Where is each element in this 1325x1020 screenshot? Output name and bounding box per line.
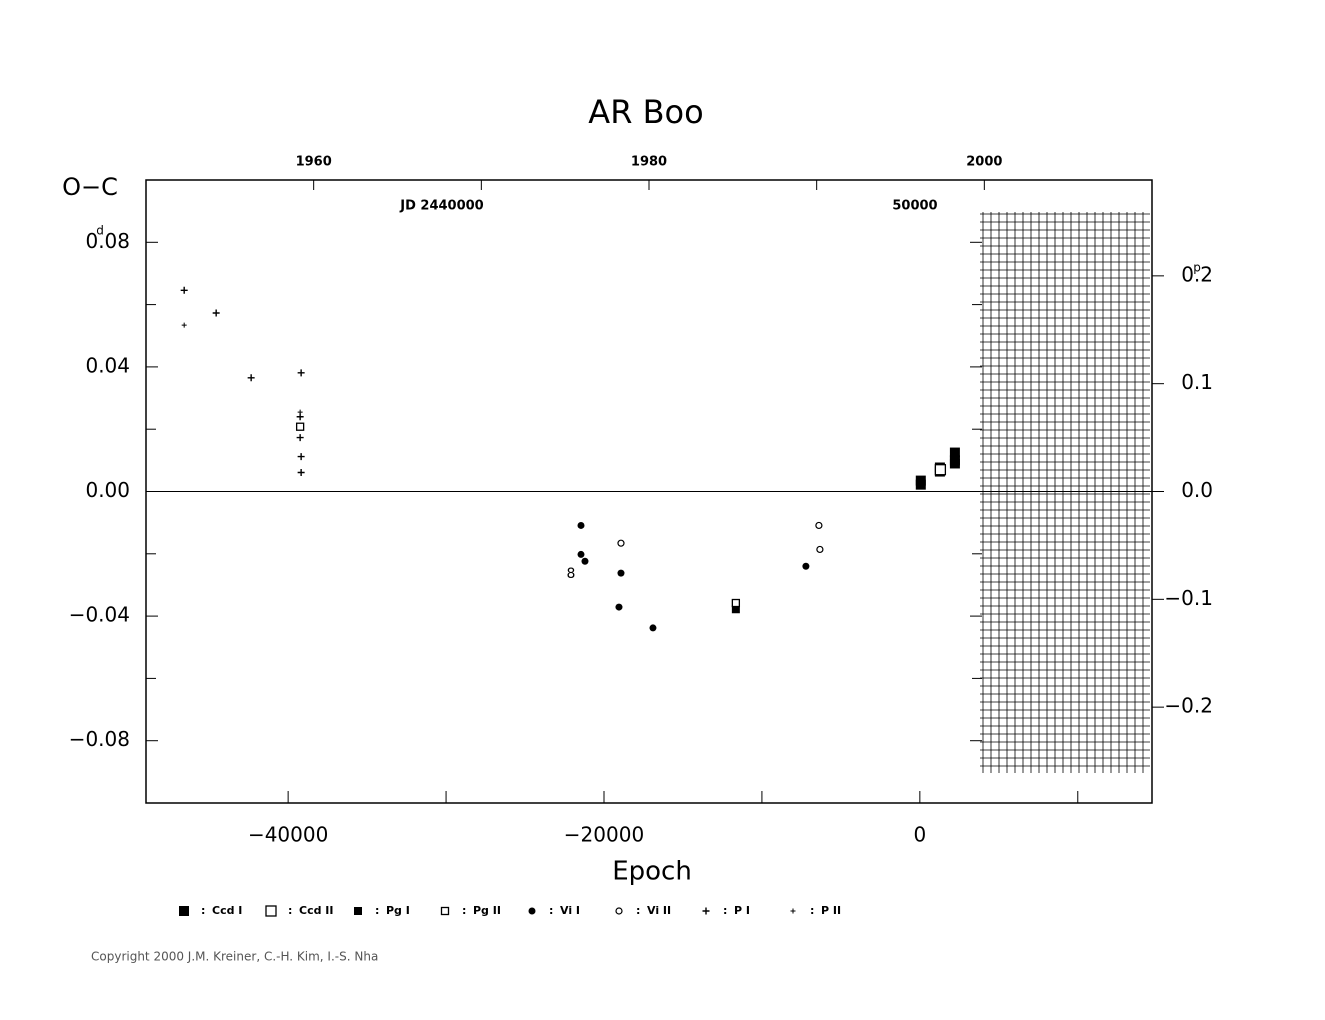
point: [934, 464, 947, 476]
point: [815, 521, 823, 530]
x2-tick-label: 1980: [631, 155, 667, 170]
legend-label: Vi I: [560, 904, 580, 917]
x2-tick-label: 1960: [296, 155, 332, 170]
legend-label: Ccd I: [212, 904, 242, 917]
x-tick-label: −20000: [564, 823, 644, 847]
legend-marker: [354, 907, 362, 915]
point: [816, 545, 824, 554]
point: [617, 539, 625, 547]
y2-tick-label: −0.2: [1164, 694, 1213, 718]
point: [180, 286, 188, 294]
y-axis-label: O−C: [62, 173, 118, 201]
point: [581, 557, 589, 565]
point: [577, 550, 585, 558]
legend-separator: :: [375, 904, 379, 917]
legend-label: Ccd II: [299, 904, 333, 917]
legend-separator: :: [288, 904, 292, 917]
y2-tick-label: 0.1: [1181, 370, 1213, 394]
x2-tick-label: 2000: [966, 155, 1002, 170]
point: [297, 409, 303, 415]
y2-unit: p: [1193, 261, 1201, 275]
y2-tick-label: −0.1: [1164, 586, 1213, 610]
point: [731, 598, 741, 608]
legend-marker: [440, 906, 450, 916]
legend-separator: :: [462, 904, 466, 917]
legend-label: P II: [821, 904, 841, 917]
copyright: Copyright 2000 J.M. Kreiner, C.-H. Kim, …: [91, 950, 378, 964]
y-tick-label: −0.04: [69, 603, 130, 627]
legend-label: Pg II: [473, 904, 501, 917]
jd-label: JD 2440000: [399, 199, 483, 214]
point: [297, 468, 305, 476]
legend-marker: [179, 906, 189, 916]
y-tick-label: 0.00: [85, 478, 130, 502]
jd-label: 50000: [892, 199, 937, 214]
point: [731, 605, 740, 614]
y-tick-label: 0.08: [85, 229, 130, 253]
legend-marker: [528, 907, 536, 915]
point: [949, 458, 960, 469]
legend-label: Vi II: [647, 904, 671, 917]
point: [802, 562, 810, 570]
legend-separator: :: [810, 904, 814, 917]
point: [297, 453, 305, 461]
chart-title: AR Boo: [588, 93, 703, 131]
y2-tick-label: 0.2: [1181, 262, 1213, 286]
point: [181, 322, 187, 328]
legend-separator: :: [723, 904, 727, 917]
legend-label: Pg I: [386, 904, 410, 917]
point: [296, 434, 304, 442]
point: [617, 569, 625, 577]
point: [949, 447, 960, 458]
legend-separator: :: [201, 904, 205, 917]
annotation: 8: [567, 566, 576, 582]
legend-separator: :: [636, 904, 640, 917]
legend-separator: :: [549, 904, 553, 917]
point: [295, 422, 305, 431]
point: [615, 603, 623, 611]
y-tick-label: 0.04: [85, 353, 130, 377]
hatched-region: [980, 212, 1150, 773]
legend-marker: [615, 907, 623, 915]
point: [915, 479, 926, 490]
x-tick-label: 0: [913, 823, 926, 847]
point: [577, 521, 585, 529]
point: [247, 374, 255, 382]
point: [649, 624, 657, 632]
legend-marker: [702, 907, 710, 915]
legend-marker: [265, 905, 277, 917]
y-unit: d: [96, 224, 104, 238]
x-axis-label: Epoch: [612, 857, 692, 887]
legend-marker: [790, 908, 796, 914]
x-tick-label: −40000: [248, 823, 328, 847]
legend-label: P I: [734, 904, 750, 917]
y-tick-label: −0.08: [69, 727, 130, 751]
point: [297, 369, 305, 377]
y2-tick-label: 0.0: [1181, 478, 1213, 502]
point: [212, 309, 220, 317]
